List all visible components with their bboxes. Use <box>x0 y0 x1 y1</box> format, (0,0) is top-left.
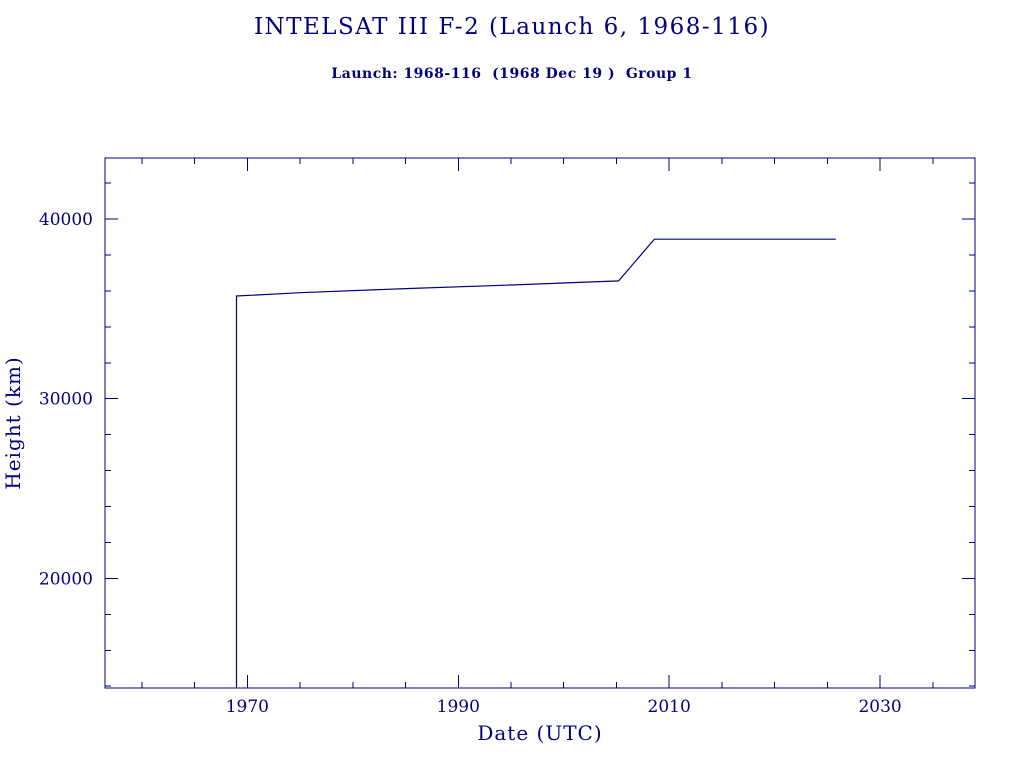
y-tick-label: 20000 <box>39 569 93 589</box>
chart-title: INTELSAT III F-2 (Launch 6, 1968-116) <box>253 14 771 40</box>
x-tick-label: 1990 <box>437 697 480 717</box>
plot-frame <box>104 157 976 689</box>
x-tick-label: 1970 <box>226 697 269 717</box>
chart-subtitle: Launch: 1968-116 (1968 Dec 19 ) Group 1 <box>331 66 693 82</box>
data-line-geocentric-height-km <box>235 238 836 688</box>
x-tick-label: 2030 <box>858 697 901 717</box>
y-tick-label: 40000 <box>39 210 93 230</box>
y-axis-label: Height (km) <box>1 356 25 489</box>
y-tick-label: 30000 <box>39 390 93 410</box>
x-axis-label: Date (UTC) <box>477 721 602 745</box>
x-tick-label: 2010 <box>648 697 691 717</box>
